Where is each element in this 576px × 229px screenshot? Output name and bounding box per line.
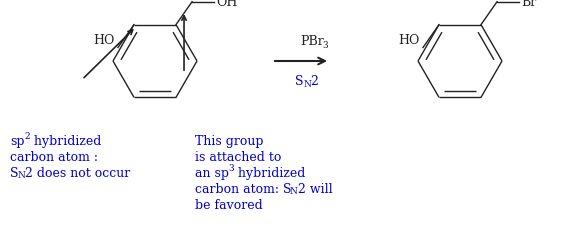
Text: 3: 3	[228, 163, 234, 172]
Text: PBr: PBr	[300, 35, 324, 48]
Text: 2: 2	[310, 75, 318, 88]
Text: N: N	[18, 170, 26, 179]
Text: 2 will: 2 will	[298, 182, 332, 195]
Text: sp: sp	[10, 134, 25, 147]
Text: carbon atom: S: carbon atom: S	[195, 182, 291, 195]
Text: HO: HO	[399, 33, 420, 46]
Text: Br: Br	[521, 0, 536, 9]
Text: S: S	[10, 166, 18, 179]
Text: 3: 3	[322, 41, 328, 50]
Text: carbon atom :: carbon atom :	[10, 150, 98, 163]
Text: This group: This group	[195, 134, 263, 147]
Text: an sp: an sp	[195, 166, 229, 179]
Text: 2: 2	[24, 131, 29, 140]
Text: N: N	[303, 80, 311, 89]
Text: is attached to: is attached to	[195, 150, 281, 163]
Text: hybridized: hybridized	[234, 166, 305, 179]
Text: S: S	[295, 75, 304, 88]
Text: 2 does not occur: 2 does not occur	[25, 166, 130, 179]
Text: HO: HO	[93, 33, 115, 46]
Text: hybridized: hybridized	[30, 134, 101, 147]
Text: OH: OH	[216, 0, 237, 9]
Text: N: N	[290, 186, 298, 195]
Text: be favored: be favored	[195, 198, 263, 211]
